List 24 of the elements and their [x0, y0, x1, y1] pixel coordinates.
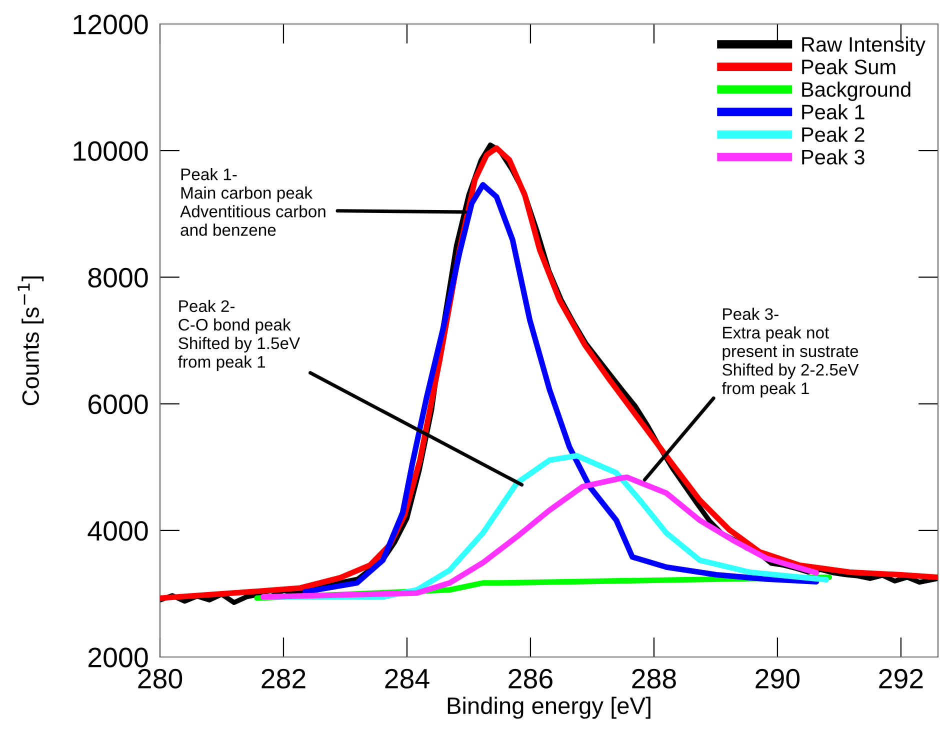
- annotation: Peak 3- Extra peak not present in sustrate Shifted by 2-2.5eV from peak 1: [722, 308, 859, 398]
- y-tick-label: 6000: [88, 394, 148, 414]
- y-tick-label: 2000: [88, 648, 148, 668]
- x-tick-label: 284: [385, 668, 430, 689]
- y-axis-title: Counts [s$^{−1}$]: [18, 276, 44, 406]
- legend-label: Peak Sum: [802, 59, 896, 74]
- legend-label: Peak 1: [802, 104, 864, 120]
- y-tick-label: 8000: [88, 268, 148, 288]
- legend-label: Peak 2: [802, 126, 864, 142]
- x-tick-label: 280: [138, 668, 182, 689]
- y-tick-label: 4000: [88, 521, 148, 541]
- x-tick-label: 290: [756, 668, 800, 689]
- x-axis-title: Binding energy [eV]: [448, 696, 650, 719]
- annotation: Peak 1- Main carbon peak Adventitious carbon and benzene: [180, 168, 326, 236]
- y-tick-label: 12000: [74, 14, 148, 34]
- y-tick-label: 10000: [74, 141, 148, 161]
- x-tick-label: 286: [508, 668, 552, 689]
- x-tick-label: 288: [632, 668, 676, 689]
- legend-label: Background: [802, 82, 910, 102]
- legend-label: Raw Intensity: [802, 36, 926, 56]
- x-tick-label: 282: [262, 668, 306, 689]
- annotation: Peak 2- C-O bond peak Shifted by 1.5eV from peak 1: [178, 300, 300, 372]
- legend-label: Peak 3: [802, 149, 864, 165]
- x-tick-label: 292: [879, 668, 923, 689]
